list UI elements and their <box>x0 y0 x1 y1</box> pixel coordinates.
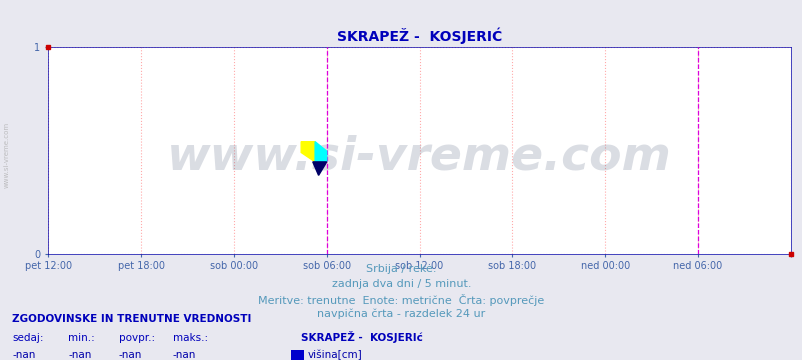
Title: SKRAPEŽ -  KOSJERIĆ: SKRAPEŽ - KOSJERIĆ <box>337 28 501 44</box>
Text: sedaj:: sedaj: <box>12 333 43 343</box>
Text: min.:: min.: <box>68 333 95 343</box>
Text: SKRAPEŽ -  KOSJERIć: SKRAPEŽ - KOSJERIć <box>301 331 423 343</box>
Text: ZGODOVINSKE IN TRENUTNE VREDNOSTI: ZGODOVINSKE IN TRENUTNE VREDNOSTI <box>12 314 251 324</box>
Text: navpična črta - razdelek 24 ur: navpična črta - razdelek 24 ur <box>317 309 485 319</box>
Text: www.si-vreme.com: www.si-vreme.com <box>3 122 10 188</box>
Text: zadnja dva dni / 5 minut.: zadnja dva dni / 5 minut. <box>331 279 471 289</box>
Polygon shape <box>314 142 326 162</box>
Text: Meritve: trenutne  Enote: metrične  Črta: povprečje: Meritve: trenutne Enote: metrične Črta: … <box>258 294 544 306</box>
Text: Srbija / reke.: Srbija / reke. <box>366 264 436 274</box>
Polygon shape <box>301 142 314 162</box>
Text: -nan: -nan <box>172 350 196 360</box>
Text: maks.:: maks.: <box>172 333 208 343</box>
Text: -nan: -nan <box>119 350 142 360</box>
Text: višina[cm]: višina[cm] <box>307 350 362 360</box>
Text: -nan: -nan <box>12 350 35 360</box>
Text: -nan: -nan <box>68 350 91 360</box>
Polygon shape <box>313 162 326 175</box>
Text: www.si-vreme.com: www.si-vreme.com <box>167 134 671 179</box>
Text: povpr.:: povpr.: <box>119 333 155 343</box>
